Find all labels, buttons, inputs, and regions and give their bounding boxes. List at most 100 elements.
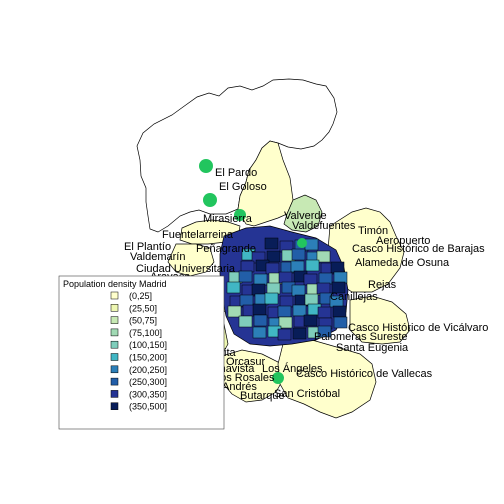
core-district-cell: [330, 261, 345, 274]
core-district-cell: [252, 326, 267, 339]
core-district-cell: [278, 316, 293, 329]
core-district-cell: [266, 250, 281, 263]
core-district-cell: [303, 314, 318, 327]
district-el-pardo-area: [136, 78, 338, 233]
legend-label: (50,75]: [129, 316, 157, 326]
core-district-cell: [253, 273, 268, 286]
core-district-cell: [238, 270, 253, 283]
legend-swatch: [110, 316, 119, 324]
core-district-cell: [304, 293, 319, 306]
legend-swatch: [110, 304, 119, 312]
core-district-cell: [266, 282, 281, 295]
legend-title: Population density Madrid: [63, 279, 167, 289]
label-fuentelarreina: Fuentelarreina: [162, 229, 234, 241]
core-district-cell: [303, 273, 318, 286]
legend-swatch: [110, 328, 119, 337]
marker-el-pardo: [199, 159, 213, 173]
label-ciudad-universitaria: Ciudad Universitaria: [136, 263, 236, 275]
district-vicalvaro: [349, 295, 411, 345]
core-district-cell: [291, 248, 306, 261]
core-district-cell: [292, 304, 307, 317]
core-district-cell: [239, 294, 254, 307]
marker-san-cristobal: [272, 372, 284, 384]
core-district-cell: [318, 272, 333, 285]
core-district-cell: [332, 305, 347, 318]
core-district-cell: [264, 292, 279, 305]
core-district-cell: [265, 262, 280, 275]
label-alameda-osuna: Alameda de Osuna: [355, 257, 450, 269]
label-timon: Timón: [358, 225, 388, 237]
core-district-cell: [316, 250, 331, 263]
label-casco-barajas: Casco Histórico de Barajas: [352, 243, 485, 255]
legend-label: (350,500]: [129, 402, 167, 412]
label-valdefuentes: Valdefuentes: [292, 220, 356, 232]
label-valverde: Valverde: [284, 210, 327, 222]
legend-label: (250,300]: [129, 377, 167, 387]
core-district-cell: [317, 306, 332, 319]
label-mirasierra: Mirasierra: [203, 213, 253, 225]
core-district-cell: [290, 260, 305, 273]
label-santa-eugenia: Santa Eugenia: [336, 342, 409, 354]
label-aeropuerto: Aeropuerto: [376, 235, 430, 247]
label-casco-vallecas: Casco Histórico de Vallecas: [296, 368, 433, 380]
core-district-cell: [277, 305, 292, 318]
legend-items: (0,25] (25,50] (50,75] (75,100] (100,150] (15…: [110, 291, 167, 412]
label-san-cristobal: San Cristóbal: [274, 388, 340, 400]
core-district-cell: [264, 237, 279, 250]
label-el-plantio: El Plantío: [124, 241, 171, 253]
legend-label: (100,150]: [129, 340, 167, 350]
legend-label: (75,100]: [129, 328, 162, 338]
district-valverde: [283, 194, 323, 233]
legend-label: (0,25]: [129, 291, 152, 301]
marker-el-goloso: [203, 193, 217, 207]
label-canillejas: Canillejas: [330, 291, 378, 303]
legend-swatch: [110, 365, 119, 374]
legend-box: [58, 275, 225, 430]
core-district-cell: [252, 303, 267, 316]
core-district-cell: [317, 325, 332, 338]
district-aravaca: [167, 243, 215, 277]
core-district-cell: [238, 315, 253, 328]
core-district-cell: [278, 271, 293, 284]
label-casco-vicalvaro: Casco Histórico de Vicálvaro: [348, 322, 488, 334]
core-district-cell: [277, 328, 292, 341]
marker-valdefuentes: [297, 238, 307, 248]
district-villaverde: [219, 349, 285, 403]
core-district-cell: [279, 295, 294, 308]
legend-swatch: [110, 291, 119, 300]
label-butarque: Butarque: [240, 390, 285, 402]
core-district-cell: [253, 314, 268, 327]
legend-label: (200,250]: [129, 365, 167, 375]
legend-swatch: [110, 402, 119, 410]
legend-label: (150,200]: [129, 353, 167, 363]
core-district-cell: [333, 271, 348, 284]
label-valdemarin: Valdemarín: [130, 251, 185, 263]
core-district-cell: [251, 283, 266, 296]
label-el-pardo: El Pardo: [215, 167, 257, 179]
legend: Population density Madrid (0,25](25,50](…: [58, 275, 225, 430]
core-districts: [226, 237, 348, 341]
legend-label: (25,50]: [129, 303, 157, 313]
legend-swatch: [110, 353, 119, 361]
label-el-goloso: El Goloso: [219, 181, 267, 193]
core-district-cell: [227, 305, 242, 318]
core-district-cell: [240, 260, 255, 273]
legend-swatch: [110, 377, 119, 386]
legend-swatch: [110, 390, 119, 398]
core-district-cell: [304, 238, 319, 251]
core-district-cell: [331, 281, 346, 294]
core-district-cell: [316, 282, 331, 295]
district-north-wedge: [237, 140, 294, 227]
core-district-cell: [291, 284, 306, 297]
district-villa-de-vallecas: [277, 339, 377, 419]
core-district-cell: [333, 316, 348, 329]
label-palomeras-sureste: Palomeras Sureste: [314, 331, 408, 343]
core-district-cell: [292, 327, 307, 340]
label-rejas: Rejas: [368, 279, 397, 291]
label-los-angeles: Los Ángeles: [262, 362, 323, 375]
label-orcasur: Orcasur: [226, 356, 265, 368]
marker-mirasierra: [234, 209, 246, 221]
core-district-cell: [226, 281, 241, 294]
legend-label: (300,350]: [129, 389, 167, 399]
